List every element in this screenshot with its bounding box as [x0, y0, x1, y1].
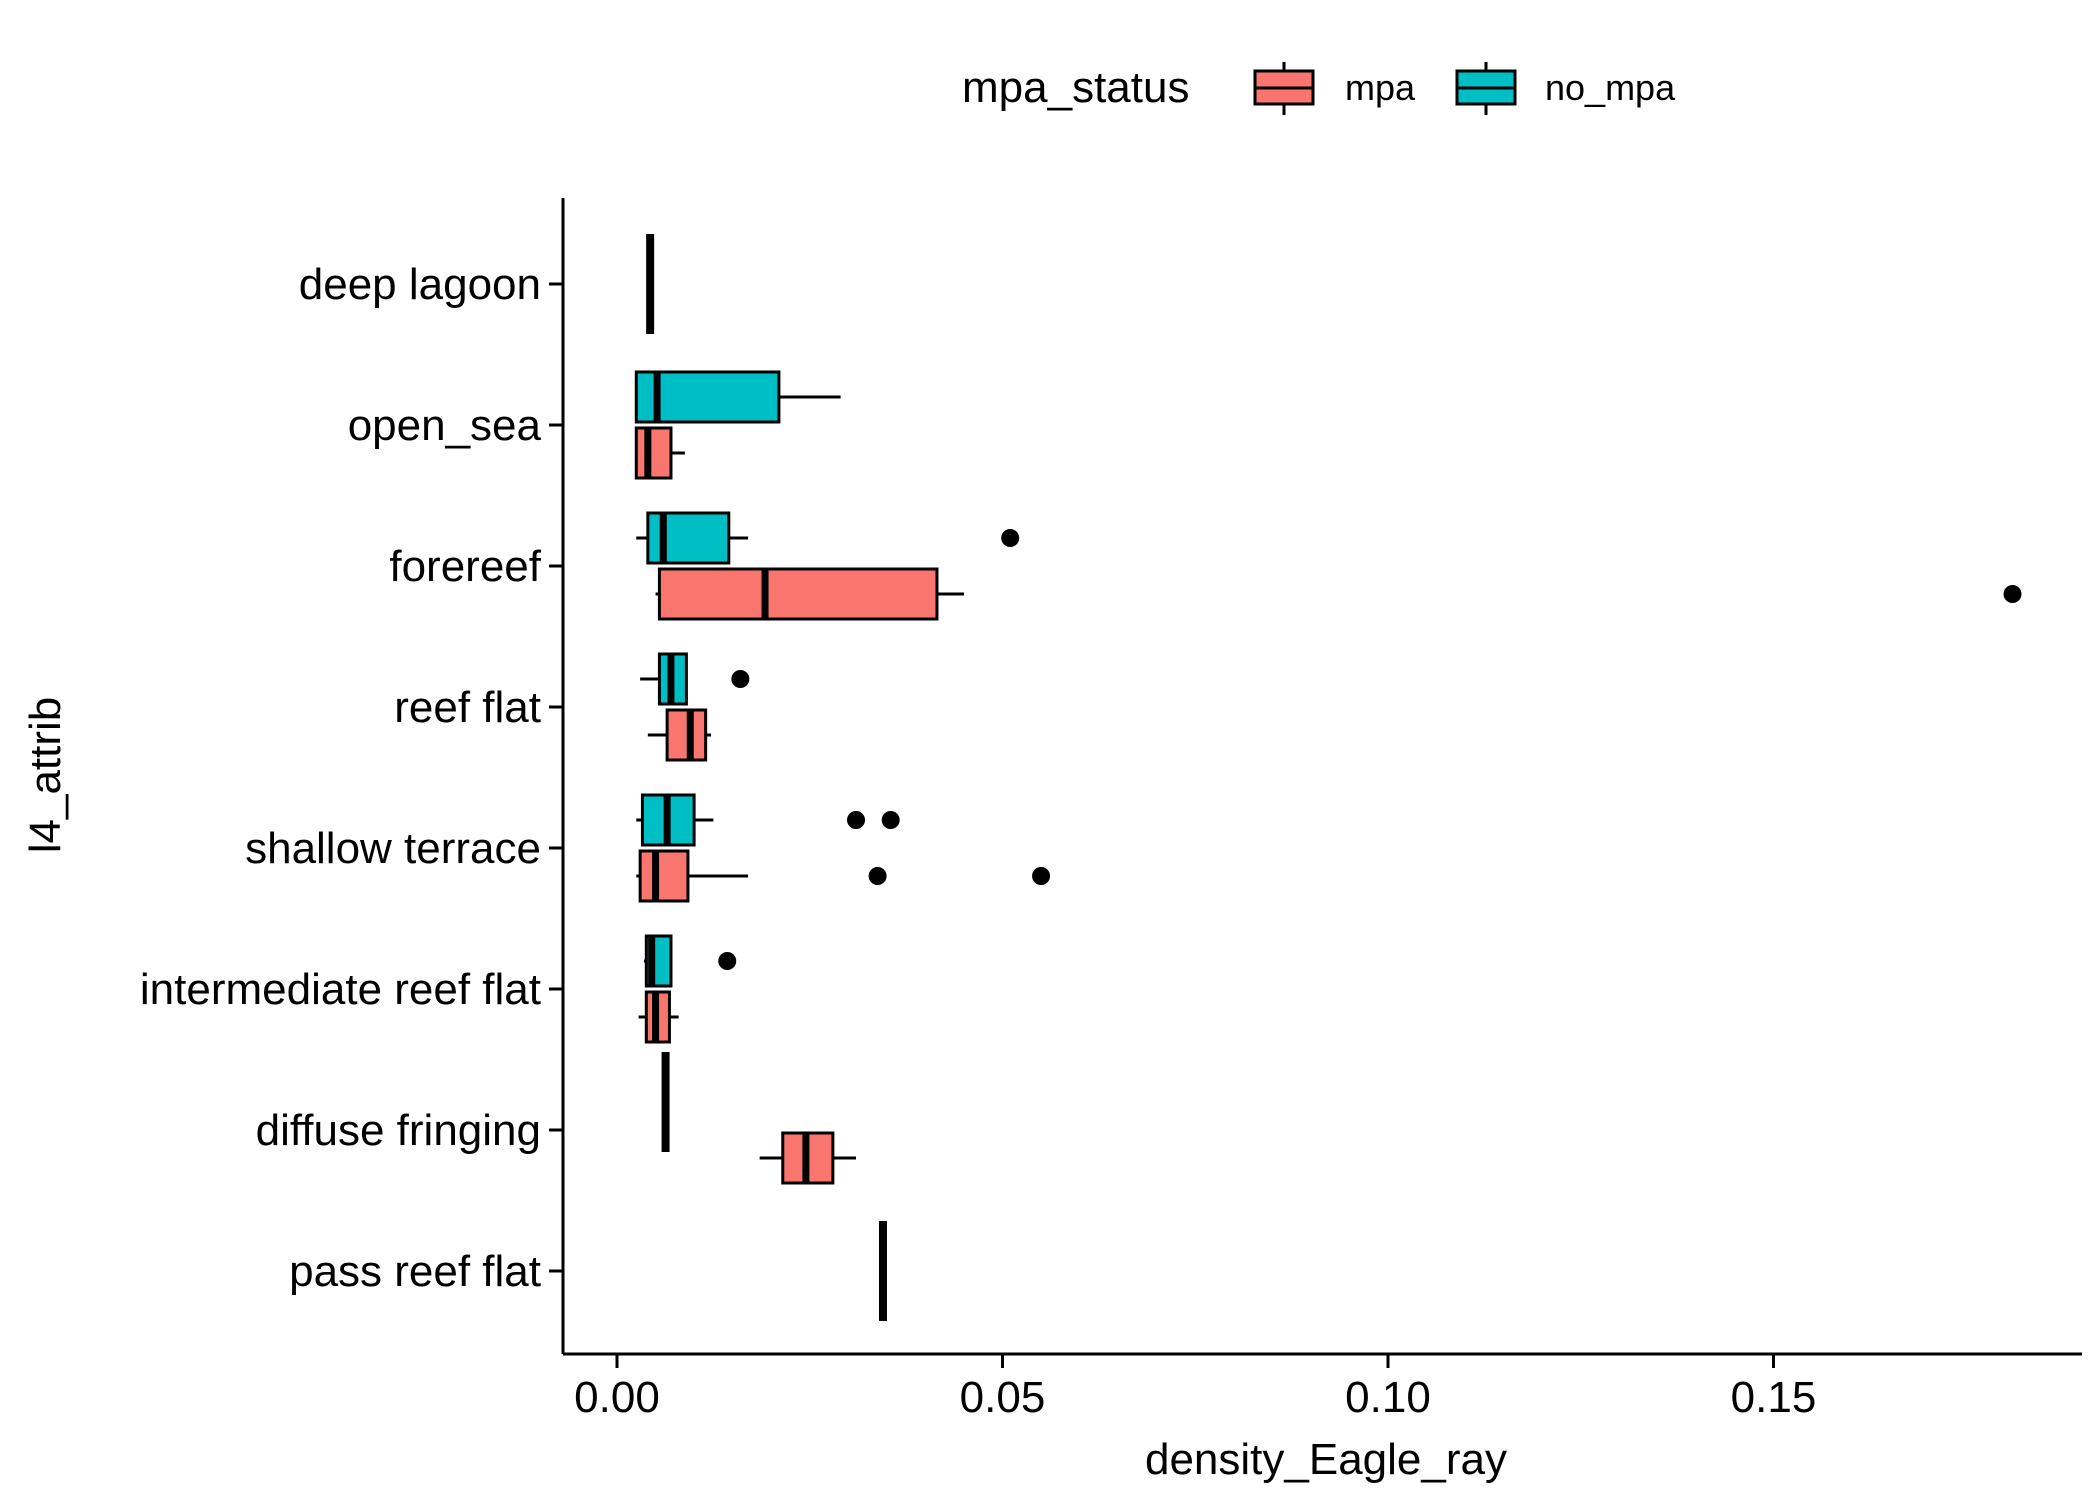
box-shallow-terrace-no_mpa-outlier: [847, 811, 866, 829]
y-tick-label-reef-flat: reef flat: [394, 683, 541, 732]
box-open-sea-no_mpa: [634, 370, 841, 424]
x-axis-title: density_Eagle_ray: [1145, 1435, 1507, 1484]
legend-label-mpa: mpa: [1345, 67, 1416, 108]
y-tick-label-shallow-terrace: shallow terrace: [245, 824, 541, 873]
y-tick-label-diffuse-fringing: diffuse fringing: [256, 1106, 541, 1155]
y-tick-label-pass-reef-flat: pass reef flat: [289, 1247, 541, 1296]
box-intermediate-reef-flat-no_mpa-outlier: [718, 952, 737, 970]
x-tick-label: 0.10: [1345, 1373, 1431, 1422]
box-shallow-terrace-mpa-outlier: [1032, 867, 1051, 885]
box-forereef-no_mpa-outlier: [1001, 529, 1020, 547]
legend: mpa_status mpa no_mpa: [962, 62, 1676, 115]
box-shallow-terrace-mpa: [636, 849, 1051, 903]
y-tick-label-intermediate-reef-flat: intermediate reef flat: [140, 965, 541, 1014]
box-forereef-mpa-iqr: [657, 567, 939, 621]
box-forereef-no_mpa: [636, 511, 1020, 565]
box-reef-flat-mpa: [647, 708, 712, 762]
plot-area: 0.00 0.05 0.10 0.15 deep lagoon open_seaforer…: [140, 198, 2082, 1422]
legend-keys: mpa no_mpa: [1253, 62, 1676, 115]
legend-key-mpa: [1253, 62, 1315, 115]
box-shallow-terrace-mpa-iqr: [638, 849, 690, 903]
legend-label-no_mpa: no_mpa: [1545, 67, 1676, 108]
x-tick-label: 0.05: [960, 1373, 1046, 1422]
box-open-sea-mpa-iqr: [634, 426, 673, 480]
box-intermediate-reef-flat-mpa: [638, 990, 679, 1044]
box-shallow-terrace-mpa-outlier: [868, 867, 887, 885]
box-diffuse-fringing-mpa: [759, 1131, 857, 1185]
x-tick-label: 0.15: [1731, 1373, 1817, 1422]
box-shallow-terrace-no_mpa-outlier: [881, 811, 900, 829]
legend-key-no_mpa: [1455, 62, 1517, 115]
box-intermediate-reef-flat-no_mpa: [643, 934, 737, 988]
box-open-sea-mpa: [634, 426, 685, 480]
y-axis-title: l4_attrib: [21, 697, 70, 854]
box-reef-flat-no_mpa: [640, 652, 750, 706]
box-shallow-terrace-no_mpa: [636, 793, 900, 847]
x-tick-label: 0.00: [574, 1373, 660, 1422]
box-forereef-mpa: [655, 567, 2022, 621]
y-tick-label-forereef: forereef: [389, 542, 541, 591]
box-reef-flat-no_mpa-outlier: [731, 670, 750, 688]
y-tick-label-deep-lagoon: deep lagoon: [299, 260, 541, 309]
box-reef-flat-mpa-iqr: [665, 708, 708, 762]
y-tick-label-open-sea: open_sea: [348, 401, 542, 450]
box-forereef-mpa-outlier: [2003, 585, 2022, 603]
legend-title: mpa_status: [962, 63, 1189, 112]
